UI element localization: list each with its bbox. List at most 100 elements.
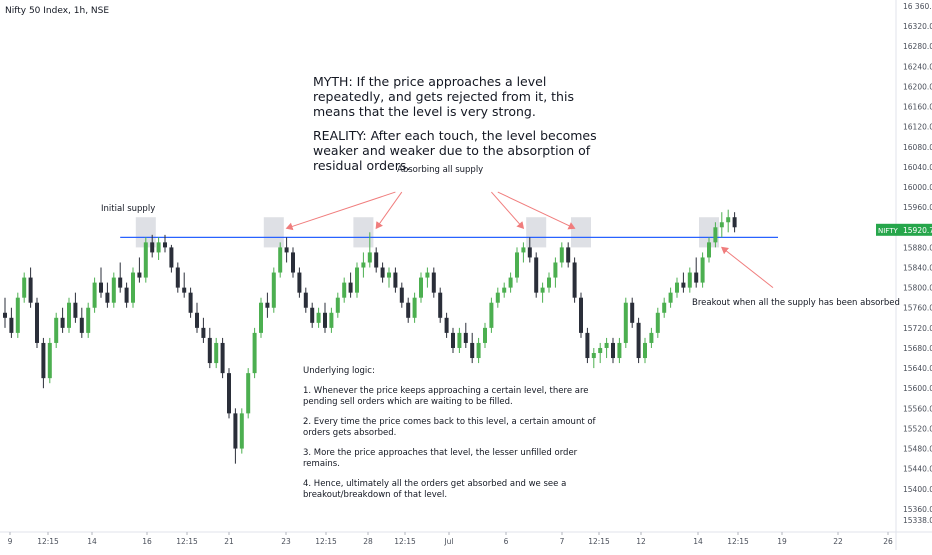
touch-highlight-4 — [571, 217, 591, 248]
candle-86 — [553, 262, 558, 278]
candle-2 — [15, 297, 20, 333]
candle-98 — [630, 302, 635, 323]
touch-highlight-1 — [263, 217, 284, 248]
candle-22 — [143, 242, 148, 278]
candle-102 — [655, 312, 660, 333]
candle-48 — [310, 307, 315, 323]
candle-103 — [662, 302, 667, 313]
candle-97 — [623, 302, 628, 343]
candle-13 — [86, 307, 91, 333]
y-tick-label-22: 15480.00 — [903, 445, 932, 454]
candle-105 — [675, 282, 679, 293]
candle-56 — [361, 262, 366, 268]
x-tick-label-17: 19 — [777, 537, 787, 546]
candle-83 — [534, 257, 539, 293]
candle-107 — [687, 272, 692, 288]
x-tick-label-9: 12:15 — [394, 537, 416, 546]
last-price-tag — [876, 223, 932, 236]
candle-77 — [495, 292, 500, 303]
x-tick-label-15: 14 — [693, 537, 703, 546]
candle-18 — [118, 277, 123, 288]
y-tick-label-14: 15800.00 — [903, 284, 932, 293]
candle-101 — [649, 332, 654, 343]
initial-supply-label: Initial supply — [101, 204, 156, 214]
candle-68 — [438, 292, 443, 318]
y-tick-label-3: 16240.00 — [903, 62, 932, 71]
candle-36 — [233, 413, 238, 449]
candle-42 — [271, 272, 276, 308]
candle-65 — [419, 277, 423, 298]
y-tick-label-7: 16080.00 — [903, 143, 932, 152]
candle-32 — [207, 337, 212, 364]
x-tick-label-1: 12:15 — [37, 537, 59, 546]
candle-9 — [60, 317, 65, 328]
candle-47 — [303, 292, 308, 308]
candle-81 — [521, 247, 526, 253]
touch-highlight-3 — [526, 217, 547, 248]
candle-70 — [451, 332, 455, 348]
candle-87 — [559, 247, 564, 263]
candle-39 — [252, 332, 257, 374]
x-tick-label-12: 7 — [560, 537, 565, 546]
candle-5 — [35, 302, 39, 343]
candle-69 — [444, 317, 449, 333]
logic-note: Underlying logic: 1. Whenever the price … — [303, 366, 603, 510]
candle-45 — [291, 252, 295, 273]
y-tick-label-23: 15440.00 — [903, 465, 932, 474]
y-tick-label-19: 15600.00 — [903, 384, 932, 393]
y-tick-label-18: 15640.00 — [903, 364, 932, 373]
chart-title: Nifty 50 Index, 1h, NSE — [5, 6, 110, 16]
candle-88 — [566, 247, 571, 263]
y-tick-label-12: 15880.00 — [903, 243, 932, 252]
candle-55 — [355, 267, 359, 293]
candle-50 — [323, 312, 327, 328]
x-tick-label-2: 14 — [87, 537, 97, 546]
candle-63 — [406, 302, 411, 318]
candle-11 — [73, 302, 78, 318]
x-tick-label-6: 23 — [281, 537, 291, 546]
candle-106 — [681, 282, 686, 288]
candle-111 — [713, 227, 718, 243]
candle-6 — [41, 342, 46, 379]
y-tick-label-4: 16200.00 — [903, 82, 932, 91]
candle-84 — [540, 287, 545, 293]
candle-19 — [124, 287, 129, 303]
candle-27 — [175, 267, 180, 288]
candle-35 — [227, 373, 231, 414]
candle-43 — [278, 247, 283, 273]
candle-95 — [611, 342, 615, 359]
candle-26 — [169, 247, 174, 268]
breakout-label: Breakout when all the supply has been ab… — [692, 298, 900, 308]
candle-24 — [156, 242, 161, 253]
y-tick-label-6: 16120.00 — [903, 123, 932, 132]
candle-29 — [188, 292, 193, 313]
candle-38 — [246, 373, 251, 414]
candle-3 — [22, 277, 27, 298]
annotation-arrow-2 — [491, 191, 525, 230]
logic-item-1: 1. Whenever the price keeps approaching … — [303, 386, 589, 407]
x-tick-label-13: 12:15 — [588, 537, 610, 546]
candle-85 — [547, 277, 551, 288]
x-tick-label-14: 12 — [636, 537, 646, 546]
candle-4 — [28, 277, 33, 303]
candle-41 — [265, 302, 270, 308]
candle-0 — [3, 312, 7, 318]
candle-49 — [316, 312, 321, 323]
y-tick-label-8: 16040.00 — [903, 163, 932, 172]
x-tick-label-11: 6 — [504, 537, 509, 546]
candle-100 — [643, 342, 647, 359]
candle-58 — [374, 252, 379, 268]
candle-72 — [463, 332, 468, 343]
candle-7 — [47, 342, 52, 379]
candle-79 — [508, 277, 513, 288]
y-tick-label-20: 15560.00 — [903, 404, 932, 413]
candle-31 — [201, 327, 206, 338]
y-tick-label-5: 16160.00 — [903, 103, 932, 112]
annotation-arrow-4 — [721, 246, 774, 289]
candle-20 — [131, 272, 135, 303]
candle-99 — [636, 322, 641, 359]
x-tick-label-18: 22 — [833, 537, 843, 546]
y-tick-label-25: 15360.00 — [903, 505, 932, 514]
logic-item-4: 4. Hence, ultimately all the orders get … — [303, 479, 567, 500]
